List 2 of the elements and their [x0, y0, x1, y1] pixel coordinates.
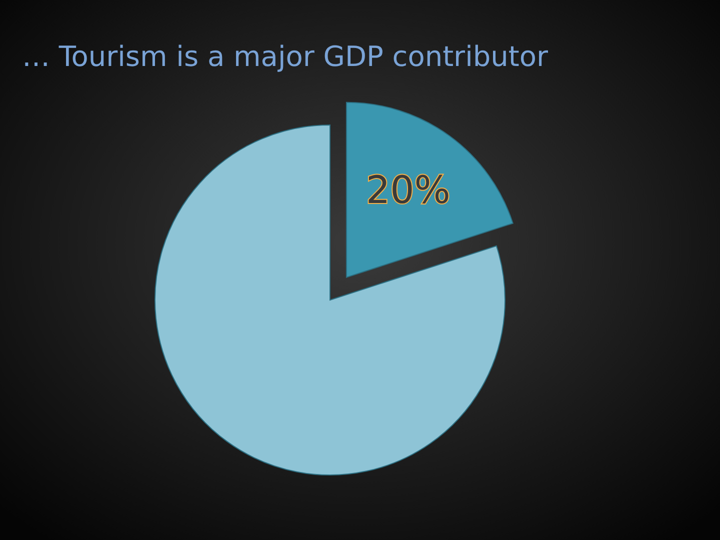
data-label: 20% [366, 168, 450, 212]
chart-title: … Tourism is a major GDP contributor [22, 40, 548, 73]
